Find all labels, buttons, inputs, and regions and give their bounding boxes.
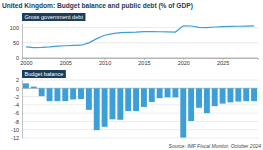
y-tick-label: -12 — [11, 135, 19, 141]
x-tick: 2020 — [178, 58, 190, 66]
bar — [110, 88, 116, 119]
bar — [94, 88, 100, 130]
x-tick: 2000 — [20, 58, 32, 66]
panel-header: Gross government debt — [22, 13, 85, 21]
grid-line — [22, 113, 258, 114]
y-tick: 2 — [16, 77, 22, 83]
bar — [228, 88, 234, 102]
x-tick-label: 2025 — [217, 60, 229, 66]
grid-line — [22, 104, 258, 105]
panel-header: Budget balance — [22, 70, 66, 78]
bar — [188, 88, 194, 121]
y-tick-label: 50 — [13, 40, 19, 46]
x-tick-label: 2020 — [178, 60, 190, 66]
plot-area — [26, 26, 254, 48]
y-tick-label: 0 — [16, 55, 19, 61]
x-tick: 2010 — [99, 58, 111, 66]
grid-line — [22, 138, 258, 139]
panel-header-text: Budget balance — [25, 71, 64, 77]
title: United Kingdom: Budget balance and publi… — [2, 2, 193, 10]
y-tick: -2 — [14, 94, 22, 100]
grid-line — [22, 121, 258, 122]
bar — [172, 88, 178, 97]
x-tick-label: 2005 — [60, 60, 72, 66]
y-axis: 0 50 100 — [10, 24, 23, 62]
y-tick: -6 — [14, 110, 22, 116]
panel-header-box — [22, 70, 66, 78]
panel-header-text: Gross government debt — [25, 14, 84, 20]
bar — [133, 88, 139, 111]
x-axis: 2000 2005 2010 2015 2020 2025 — [20, 58, 258, 66]
x-tick-label: 2015 — [138, 60, 150, 66]
bar — [220, 88, 226, 103]
grid-line — [22, 42, 258, 43]
bar — [141, 88, 147, 107]
bar — [102, 88, 108, 127]
bar — [54, 88, 60, 101]
y-tick: 50 — [13, 40, 22, 46]
bar — [86, 88, 92, 110]
plot-area — [23, 83, 257, 137]
bar — [125, 88, 131, 111]
bar — [62, 88, 68, 101]
y-tick: -10 — [11, 127, 22, 133]
bar — [149, 88, 155, 102]
bar — [39, 88, 45, 96]
y-tick-label: -4 — [14, 102, 19, 108]
y-tick: -4 — [14, 102, 22, 108]
bar — [235, 88, 241, 101]
y-axis: 2 0 -2 -4 -6 -8 -10 -12 — [11, 77, 22, 141]
bar — [23, 83, 29, 88]
y-tick-label: -10 — [11, 127, 19, 133]
x-tick-label: 2010 — [99, 60, 111, 66]
y-tick-label: -8 — [14, 119, 19, 125]
bar — [251, 88, 257, 101]
y-tick-label: 0 — [16, 86, 19, 92]
y-tick: -12 — [11, 135, 22, 141]
bar — [78, 88, 84, 99]
y-axis-line — [22, 81, 23, 139]
x-tick-label: 2000 — [20, 60, 32, 66]
bar — [47, 88, 53, 101]
bar — [212, 88, 218, 106]
bar — [180, 88, 186, 137]
y-tick-label: -6 — [14, 110, 19, 116]
grid — [22, 80, 258, 138]
panel-header-box — [22, 13, 85, 21]
grid-line — [22, 80, 258, 81]
x-tick: 2005 — [60, 58, 72, 66]
bar — [31, 87, 37, 89]
bar — [204, 88, 210, 113]
bar — [157, 88, 163, 98]
bar — [165, 88, 171, 97]
y-axis-line — [22, 24, 23, 59]
grid-line — [22, 129, 258, 130]
x-tick: 2025 — [217, 58, 229, 66]
y-tick: -8 — [14, 119, 22, 125]
debt-line — [26, 26, 254, 48]
y-tick-label: -2 — [14, 94, 19, 100]
y-tick-label: 100 — [10, 25, 19, 31]
chart-root: United Kingdom: Budget balance and publi… — [0, 0, 263, 150]
bar — [70, 88, 76, 99]
source-note: Source: IMF Fiscal Monitor, October 2024 — [169, 143, 262, 149]
y-tick: 0 — [16, 86, 22, 92]
y-tick-label: 2 — [16, 77, 19, 83]
y-tick: 100 — [10, 25, 22, 31]
bar — [117, 88, 123, 119]
x-tick: 2015 — [138, 58, 150, 66]
bar — [243, 88, 249, 101]
bar — [196, 88, 202, 107]
